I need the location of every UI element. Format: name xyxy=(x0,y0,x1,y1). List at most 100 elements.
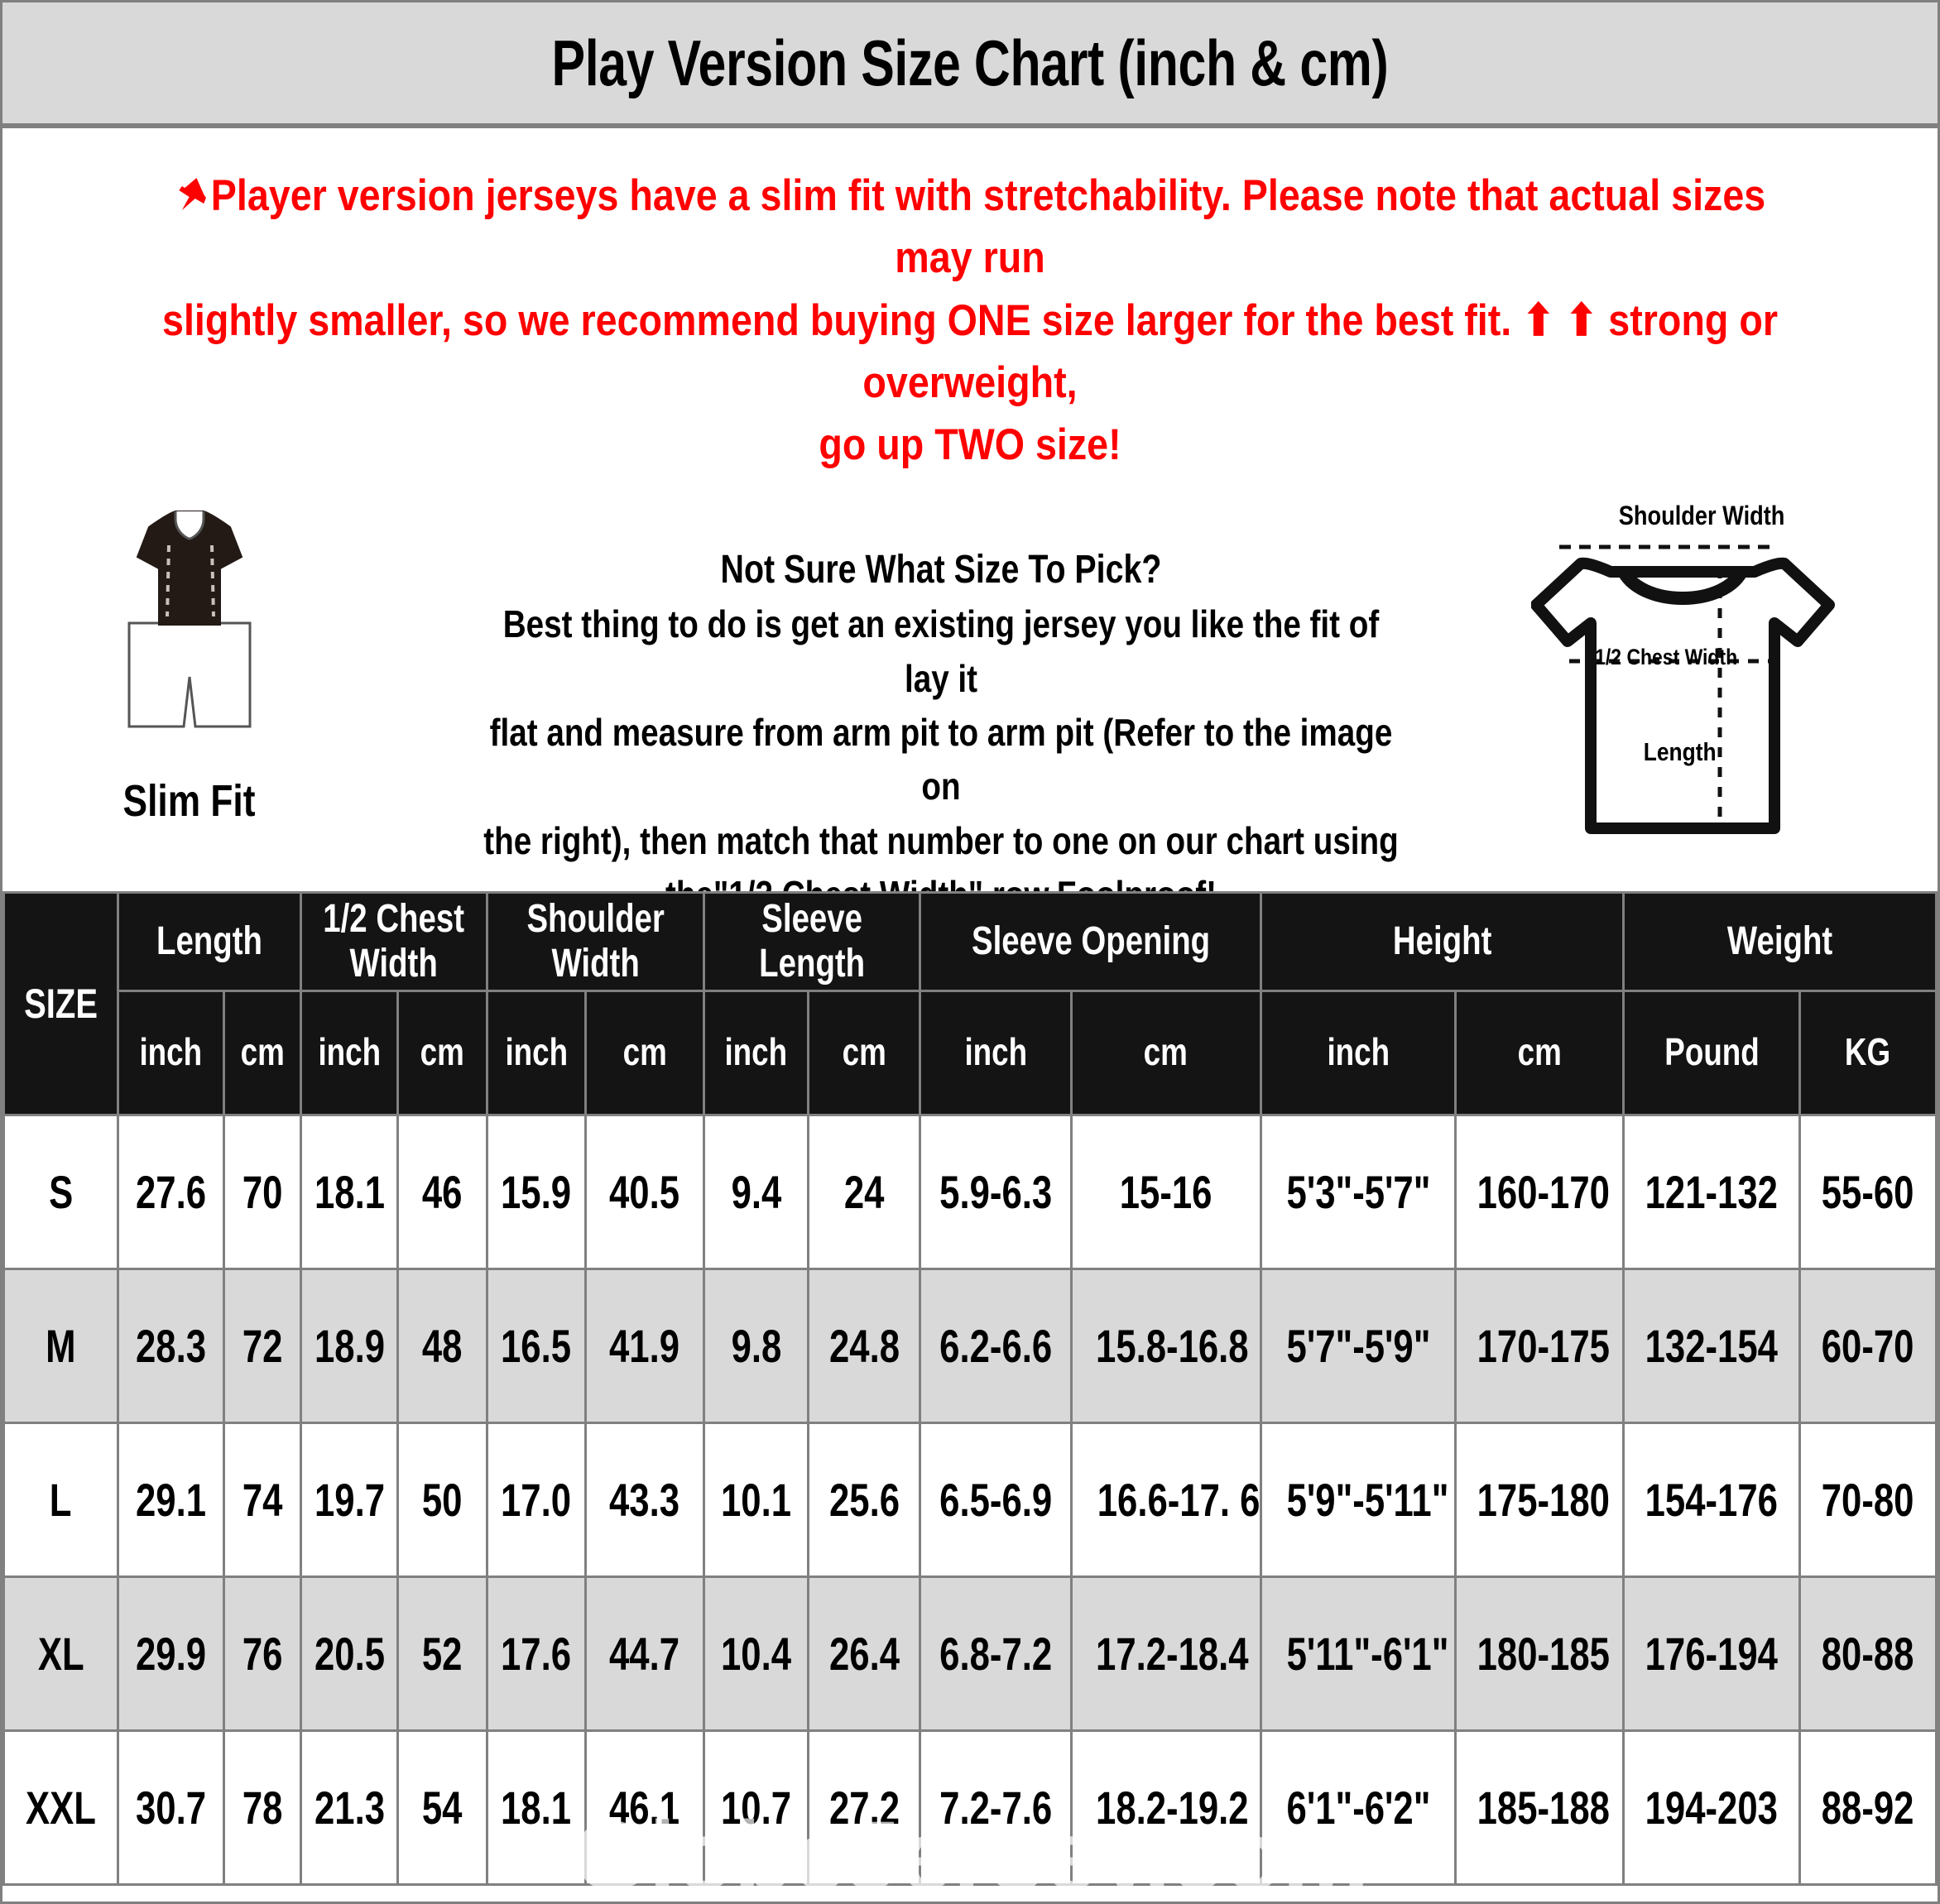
cell-sleeve-opening-inch: 6.2-6.6 xyxy=(919,1267,1073,1424)
cell-chest-inch: 21.3 xyxy=(300,1729,399,1886)
cell-height-cm: 175-180 xyxy=(1454,1421,1625,1578)
cell-height-cm: 180-185 xyxy=(1454,1575,1625,1732)
group-header-row: SIZE Length 1/2 Chest Width Shoulder Wid… xyxy=(2,891,1938,1116)
cell-weight-pound: 176-194 xyxy=(1622,1575,1801,1732)
notice-line-1: Player version jerseys have a slim fit w… xyxy=(139,165,1801,290)
col-header-sleeve-length: Sleeve Length xyxy=(703,891,922,992)
cell-length-inch: 28.3 xyxy=(117,1267,226,1424)
cell-sleeve-length-cm: 27.2 xyxy=(807,1729,922,1886)
table-row: XL 29.9 76 20.5 52 17.6 44.7 10.4 26.4 6… xyxy=(2,1575,1938,1732)
tshirt-measure-icon xyxy=(1531,544,1835,835)
pushpin-icon xyxy=(179,178,206,210)
cell-shoulder-inch: 18.1 xyxy=(485,1729,587,1886)
unit-shoulder-cm: cm xyxy=(583,989,706,1116)
page-title: Play Version Size Chart (inch & cm) xyxy=(551,26,1389,99)
col-header-half-chest-width: 1/2 Chest Width xyxy=(300,891,488,992)
howto-block: Not Sure What Size To Pick? Best thing t… xyxy=(355,499,1527,922)
cell-shoulder-inch: 15.9 xyxy=(485,1113,587,1270)
cell-sleeve-length-cm: 26.4 xyxy=(807,1575,922,1732)
cell-shoulder-inch: 17.6 xyxy=(485,1575,587,1732)
fit-illustration-block: Slim Fit xyxy=(24,499,355,827)
title-bar: Play Version Size Chart (inch & cm) xyxy=(2,2,1938,128)
cell-shoulder-cm: 40.5 xyxy=(583,1113,706,1270)
cell-height-inch: 5'3"-5'7" xyxy=(1259,1113,1457,1270)
cell-length-cm: 70 xyxy=(223,1113,303,1270)
table-row: S 27.6 70 18.1 46 15.9 40.5 9.4 24 5.9-6… xyxy=(2,1113,1938,1270)
cell-shoulder-cm: 41.9 xyxy=(583,1267,706,1424)
tee-shoulder-width-label: Shoulder Width xyxy=(1618,501,1785,531)
col-header-shoulder-width: Shoulder Width xyxy=(485,891,706,992)
unit-header-row: inch cm inch cm inch cm inch cm inch cm … xyxy=(4,989,1938,1116)
cell-sleeve-opening-inch: 7.2-7.6 xyxy=(919,1729,1073,1886)
cell-weight-kg: 88-92 xyxy=(1798,1729,1938,1886)
cell-length-inch: 27.6 xyxy=(117,1113,226,1270)
unit-chest-inch: inch xyxy=(300,989,399,1116)
cell-length-cm: 72 xyxy=(223,1267,303,1424)
tee-diagram-block: Shoulder Width 1/2 Chest Width Length xyxy=(1527,499,1916,855)
cell-height-cm: 185-188 xyxy=(1454,1729,1625,1886)
cell-chest-inch: 19.7 xyxy=(300,1421,399,1578)
cell-sleeve-opening-cm: 15-16 xyxy=(1069,1113,1262,1270)
cell-sleeve-opening-cm: 18.2-19.2 xyxy=(1069,1729,1262,1886)
table-head: SIZE Length 1/2 Chest Width Shoulder Wid… xyxy=(2,891,1938,1116)
cell-weight-kg: 80-88 xyxy=(1798,1575,1938,1732)
col-header-height: Height xyxy=(1259,891,1625,992)
notice-line-2: slightly smaller, so we recommend buying… xyxy=(162,295,1778,407)
cell-sleeve-opening-inch: 6.8-7.2 xyxy=(919,1575,1073,1732)
cell-shoulder-cm: 44.7 xyxy=(583,1575,706,1732)
cell-size: L xyxy=(2,1421,120,1578)
cell-size: XL xyxy=(2,1575,120,1732)
cell-height-cm: 170-175 xyxy=(1454,1267,1625,1424)
unit-shoulder-inch: inch xyxy=(485,989,587,1116)
cell-height-inch: 5'9"-5'11" xyxy=(1259,1421,1457,1578)
unit-length-inch: inch xyxy=(117,989,226,1116)
cell-chest-cm: 50 xyxy=(396,1421,488,1578)
slim-fit-label: Slim Fit xyxy=(123,776,256,827)
cell-size: S xyxy=(2,1113,120,1270)
unit-sleeve-opening-cm: cm xyxy=(1069,989,1262,1116)
unit-height-cm: cm xyxy=(1454,989,1625,1116)
unit-sleeve-length-inch: inch xyxy=(703,989,810,1116)
cell-height-inch: 5'11"-6'1" xyxy=(1259,1575,1457,1732)
cell-weight-pound: 194-203 xyxy=(1622,1729,1801,1886)
cell-sleeve-length-inch: 9.8 xyxy=(703,1267,810,1424)
cell-size: XXL xyxy=(2,1729,120,1886)
howto-line-3: the right), then match that number to on… xyxy=(483,818,1399,862)
cell-sleeve-length-cm: 24 xyxy=(807,1113,922,1270)
cell-shoulder-inch: 17.0 xyxy=(485,1421,587,1578)
cell-height-cm: 160-170 xyxy=(1454,1113,1625,1270)
howto-line-2: flat and measure from arm pit to arm pit… xyxy=(489,710,1393,808)
col-header-size: SIZE xyxy=(2,891,120,1116)
cell-length-cm: 78 xyxy=(223,1729,303,1886)
howto-line-1: Best thing to do is get an existing jers… xyxy=(502,602,1380,700)
cell-length-inch: 30.7 xyxy=(117,1729,226,1886)
cell-chest-cm: 46 xyxy=(396,1113,488,1270)
cell-length-cm: 74 xyxy=(223,1421,303,1578)
cell-sleeve-length-inch: 10.1 xyxy=(703,1421,810,1578)
cell-shoulder-cm: 43.3 xyxy=(583,1421,706,1578)
cell-height-inch: 6'1"-6'2" xyxy=(1259,1729,1457,1886)
unit-weight-pound: Pound xyxy=(1622,989,1801,1116)
cell-sleeve-opening-inch: 6.5-6.9 xyxy=(919,1421,1073,1578)
col-header-sleeve-opening: Sleeve Opening xyxy=(919,891,1262,992)
size-table-wrap: GlobeJersey.com SIZE Length 1/2 Chest Wi… xyxy=(2,891,1938,1902)
table-row: XXL 30.7 78 21.3 54 18.1 46.1 10.7 27.2 … xyxy=(2,1729,1938,1886)
cell-length-inch: 29.1 xyxy=(117,1421,226,1578)
cell-weight-kg: 55-60 xyxy=(1798,1113,1938,1270)
size-table: SIZE Length 1/2 Chest Width Shoulder Wid… xyxy=(2,891,1938,1886)
cell-sleeve-opening-cm: 15.8-16.8 xyxy=(1069,1267,1262,1424)
unit-height-inch: inch xyxy=(1259,989,1457,1116)
howto-heading: Not Sure What Size To Pick? xyxy=(720,548,1162,592)
unit-chest-cm: cm xyxy=(396,989,488,1116)
cell-sleeve-opening-cm: 16.6-17. 6 xyxy=(1069,1421,1262,1578)
cell-shoulder-cm: 46.1 xyxy=(583,1729,706,1886)
tee-length-label: Length xyxy=(1643,737,1717,767)
cell-weight-pound: 132-154 xyxy=(1622,1267,1801,1424)
col-header-weight: Weight xyxy=(1622,891,1938,992)
unit-sleeve-opening-inch: inch xyxy=(919,989,1073,1116)
cell-length-inch: 29.9 xyxy=(117,1575,226,1732)
cell-shoulder-inch: 16.5 xyxy=(485,1267,587,1424)
cell-weight-pound: 121-132 xyxy=(1622,1113,1801,1270)
table-row: M 28.3 72 18.9 48 16.5 41.9 9.8 24.8 6.2… xyxy=(2,1267,1938,1424)
